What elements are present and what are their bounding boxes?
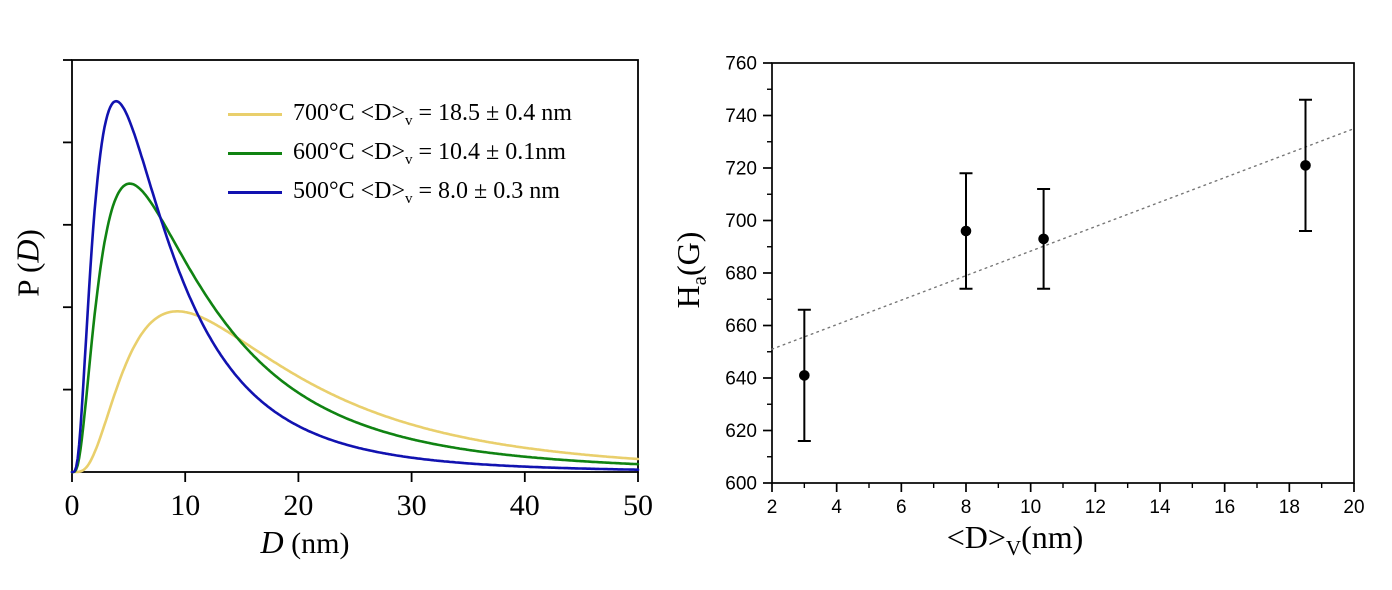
- x-tick-label: 16: [1214, 497, 1235, 518]
- legend-swatch: [228, 191, 282, 194]
- x-tick-label: 18: [1279, 497, 1300, 518]
- curve-700C: [70, 310, 640, 474]
- y-tick-label: 720: [725, 159, 757, 180]
- x-tick-label: 6: [896, 497, 907, 518]
- left-x-axis-label-unit: (nm): [283, 527, 350, 560]
- right-y-axis-label-subscript: a: [687, 275, 711, 286]
- left-y-axis-label-variable: D: [9, 239, 46, 263]
- right-x-axis-label-symbol: <D>: [946, 519, 1006, 555]
- data-point: [1037, 188, 1051, 290]
- y-tick-label: 740: [725, 106, 757, 127]
- x-tick-label: 50: [623, 489, 653, 522]
- marker-circle: [1038, 233, 1049, 245]
- x-tick-label: 30: [397, 489, 427, 522]
- x-tick-label: 20: [1343, 497, 1364, 518]
- marker-circle: [1300, 160, 1311, 171]
- x-axis-ticks: 2 4 6 8 10 12 14 16 18 20: [767, 483, 1365, 518]
- x-tick-label: 20: [283, 489, 313, 522]
- x-tick-label: 12: [1085, 497, 1106, 518]
- x-tick-label: 10: [170, 489, 200, 522]
- data-point: [959, 172, 973, 290]
- right-y-axis-label-symbol: H: [670, 285, 706, 309]
- x-tick-label: 4: [831, 497, 842, 518]
- data-point: [1299, 98, 1312, 232]
- y-axis-ticks: 600 620 640 660 680 700 720 740 760: [725, 54, 772, 495]
- right-y-axis-label: Ha(G): [670, 232, 712, 309]
- data-points: [797, 98, 1312, 442]
- marker-circle: [960, 225, 972, 237]
- x-tick-label: 8: [961, 497, 972, 518]
- legend-label: 600°C <D>v = 10.4 ± 0.1nm: [293, 138, 566, 168]
- legend-item: 600°C <D>v = 10.4 ± 0.1nm: [228, 134, 572, 173]
- hyperfine-field-chart: 600 620 640 660 680 700 720 740 760 2 4 6 8 10 12 14 16 1…: [725, 54, 1365, 519]
- right-x-axis-label: <D>V(nm): [947, 519, 1084, 561]
- x-tick-label: 10: [1020, 497, 1041, 518]
- curve-500C: [70, 99, 640, 474]
- x-axis-ticks: 0 10 20 30 40 50: [65, 472, 653, 522]
- legend: 700°C <D>v = 18.5 ± 0.4 nm 600°C <D>v = 1…: [228, 95, 572, 212]
- right-x-axis-label-subscript: V: [1005, 536, 1022, 560]
- left-y-axis-label-text: P (: [10, 262, 46, 297]
- right-x-axis-label-unit: (nm): [1021, 519, 1084, 555]
- size-distribution-chart: 0 10 20 30 40 50: [63, 59, 653, 522]
- y-tick-label: 640: [725, 369, 757, 390]
- marker-circle: [799, 370, 810, 381]
- y-tick-label: 600: [725, 474, 757, 495]
- y-axis-ticks: [63, 59, 72, 391]
- left-x-axis-label: D (nm): [261, 524, 350, 561]
- y-tick-label: 620: [725, 421, 757, 442]
- legend-label: 500°C <D>v = 8.0 ± 0.3 nm: [293, 177, 560, 207]
- x-tick-label: 2: [767, 497, 778, 518]
- x-tick-label: 14: [1149, 497, 1171, 518]
- left-x-axis-label-variable: D: [260, 524, 284, 560]
- plot-frame: [771, 62, 1355, 484]
- right-y-axis-label-unit: (G): [670, 231, 706, 276]
- left-y-axis-label-close: ): [10, 229, 46, 240]
- legend-item: 500°C <D>v = 8.0 ± 0.3 nm: [228, 173, 572, 212]
- legend-label: 700°C <D>v = 18.5 ± 0.4 nm: [293, 99, 572, 129]
- data-point: [797, 308, 811, 442]
- y-tick-label: 660: [725, 316, 757, 337]
- y-tick-label: 700: [725, 211, 757, 232]
- x-tick-label: 40: [510, 489, 540, 522]
- x-tick-label: 0: [65, 489, 80, 522]
- legend-swatch: [228, 113, 282, 116]
- left-y-axis-label: P (D): [10, 229, 47, 297]
- y-tick-label: 680: [725, 264, 757, 285]
- legend-swatch: [228, 152, 282, 155]
- curve-600C: [70, 182, 640, 474]
- trend-line: [771, 127, 1355, 350]
- plot-frame: [71, 59, 639, 473]
- y-tick-label: 760: [725, 54, 757, 75]
- legend-item: 700°C <D>v = 18.5 ± 0.4 nm: [228, 95, 572, 134]
